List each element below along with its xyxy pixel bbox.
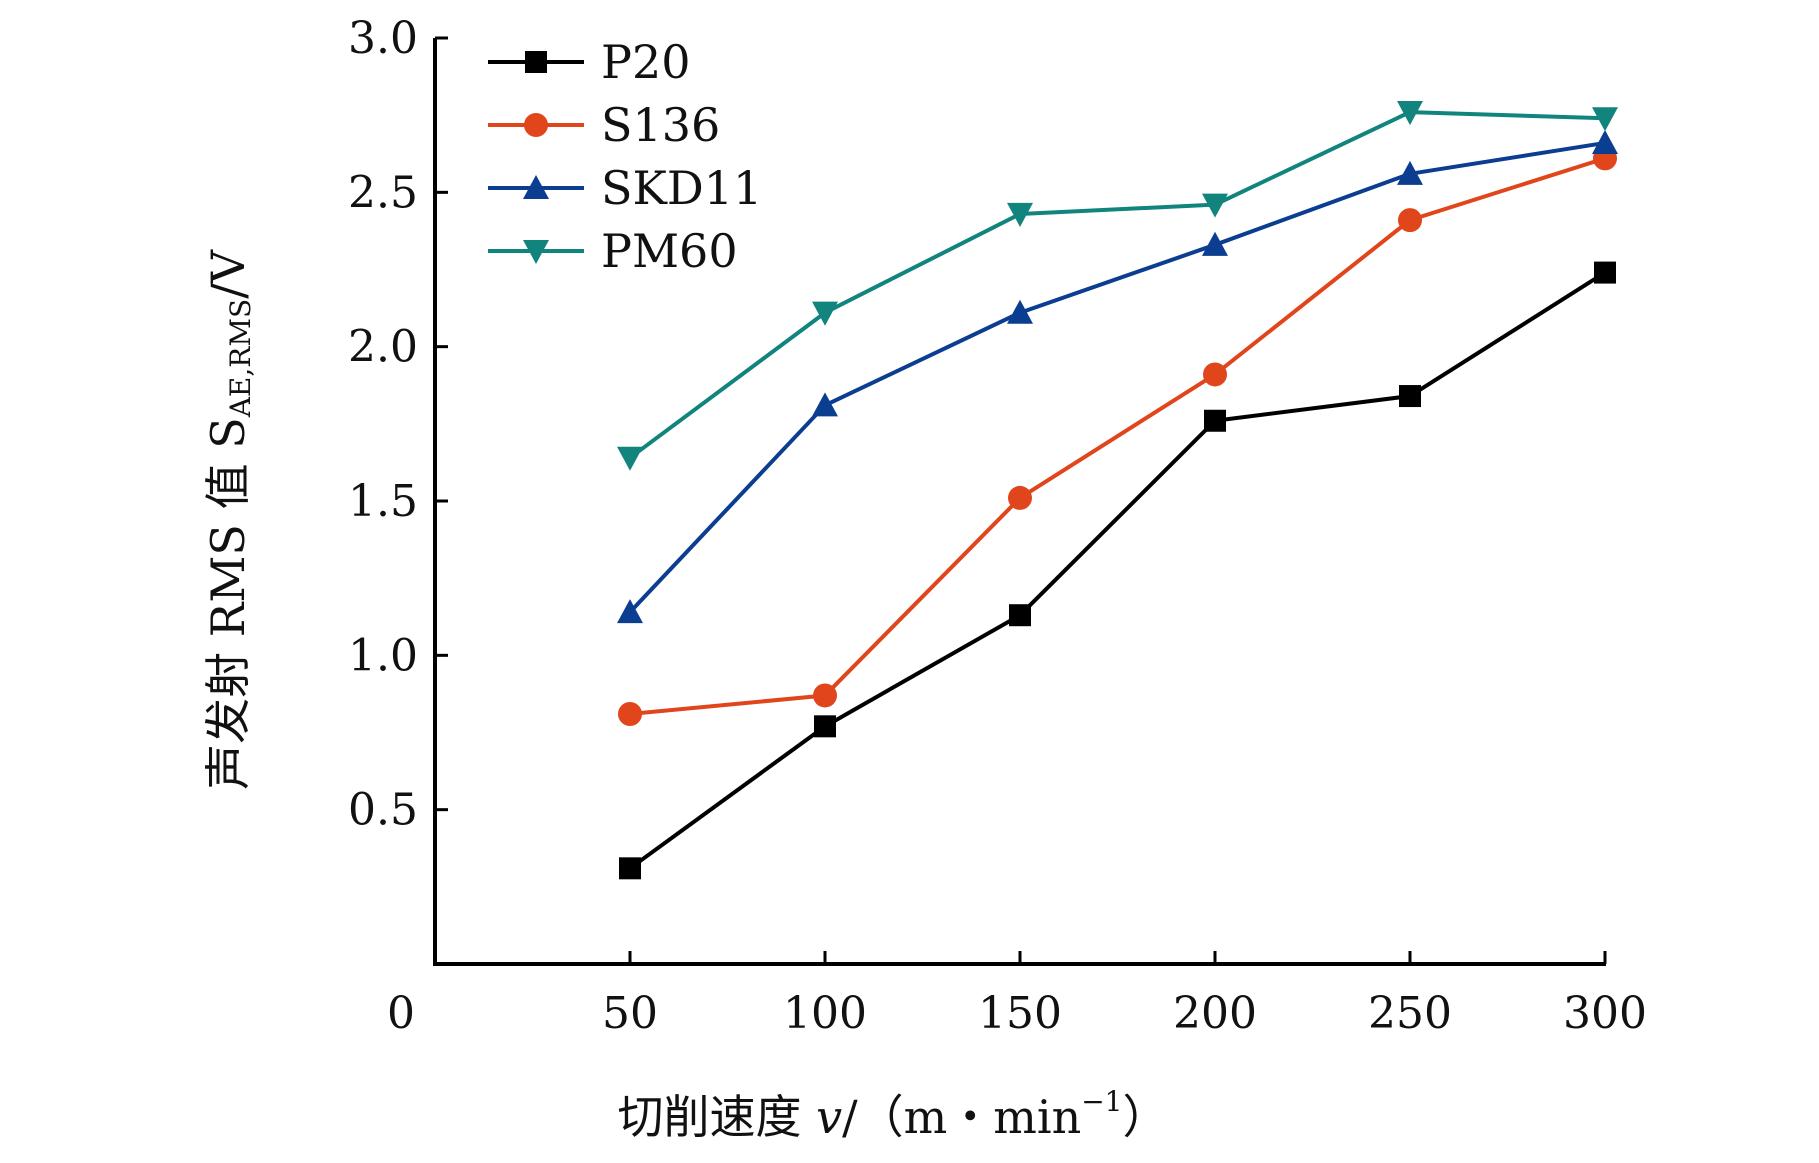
x-tick-label: 150 (978, 988, 1062, 1039)
data-point (1202, 193, 1228, 218)
legend-marker (523, 239, 549, 264)
legend-item: P20 (488, 35, 690, 89)
series-skd11 (617, 129, 1618, 624)
legend: P20 S136 SKD11 PM60 (488, 35, 762, 278)
x-tick-label: 50 (602, 988, 658, 1039)
y-axis-title: 声发射 RMS 值 SAE,RMS/V (201, 249, 257, 790)
data-point (1592, 107, 1618, 132)
y-tick-label: 2.5 (348, 167, 418, 218)
legend-item: SKD11 (488, 161, 762, 215)
data-point (812, 301, 838, 326)
legend-label: P20 (601, 35, 690, 89)
y-tick-label: 1.5 (348, 476, 418, 527)
legend-item: S136 (488, 98, 720, 152)
series-p20 (619, 261, 1616, 880)
x-axis-title: 切削速度 v/（m・min−1） (618, 1085, 1169, 1144)
legend-marker (525, 51, 547, 73)
legend-label: SKD11 (601, 161, 762, 215)
data-point (619, 857, 641, 880)
data-point (1202, 231, 1228, 256)
x-tick-label: 100 (783, 988, 867, 1039)
series-group (617, 101, 1618, 880)
data-point (617, 599, 643, 624)
legend-marker (524, 113, 548, 137)
data-point (814, 715, 836, 738)
data-point (1397, 101, 1423, 126)
series-line (628, 270, 1607, 870)
legend-item: PM60 (488, 224, 738, 278)
x-tick-label: 300 (1563, 988, 1647, 1039)
ticks: 0 50 100 150 200 250 300 0.5 1.0 1.5 2.0 2.5 3.0 (348, 13, 1647, 1039)
data-point (1594, 261, 1616, 284)
y-tick-label: 0.5 (348, 785, 418, 836)
series-line (628, 110, 1606, 460)
x-tick-label: 0 (387, 988, 415, 1039)
data-point (1204, 409, 1226, 432)
series-s136 (618, 146, 1617, 726)
series-pm60 (617, 101, 1618, 471)
data-point (812, 392, 838, 417)
x-tick-label: 250 (1368, 988, 1452, 1039)
data-point (1397, 160, 1423, 185)
y-tick-label: 2.0 (348, 322, 418, 373)
data-point (1592, 129, 1618, 154)
data-point (618, 701, 642, 726)
data-point (1399, 385, 1421, 408)
legend-label: PM60 (601, 224, 738, 278)
data-point (1203, 362, 1227, 387)
y-tick-label: 3.0 (348, 13, 418, 64)
legend-label: S136 (601, 98, 720, 152)
series-line (629, 156, 1606, 716)
y-tick-label: 1.0 (348, 630, 418, 681)
legend-marker (523, 175, 549, 200)
data-point (617, 446, 643, 471)
x-tick-label: 200 (1173, 988, 1257, 1039)
data-point (1007, 202, 1033, 227)
data-point (1009, 604, 1031, 627)
data-point (1008, 485, 1032, 510)
data-point (813, 683, 837, 708)
data-point (1398, 208, 1422, 233)
data-point (1007, 299, 1033, 324)
series-line (628, 140, 1606, 614)
